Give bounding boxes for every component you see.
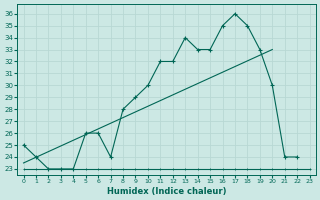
X-axis label: Humidex (Indice chaleur): Humidex (Indice chaleur) — [107, 187, 226, 196]
